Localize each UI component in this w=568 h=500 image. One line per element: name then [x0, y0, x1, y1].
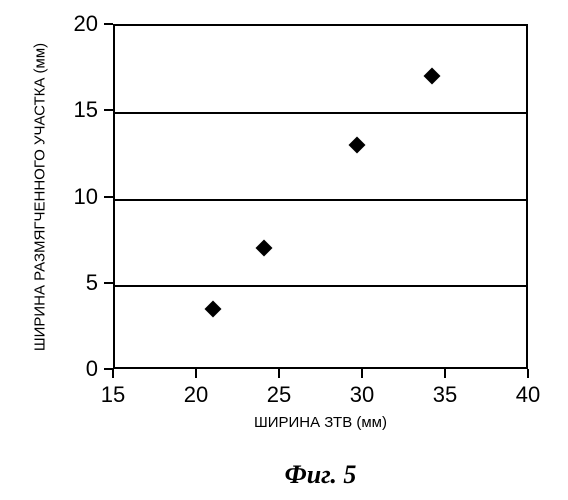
y-tick-label: 15	[74, 97, 98, 123]
y-tick	[104, 23, 113, 25]
y-tick	[104, 368, 113, 370]
y-tick-label: 10	[74, 184, 98, 210]
x-tick	[527, 369, 529, 378]
x-tick-label: 30	[350, 382, 374, 408]
y-tick	[104, 109, 113, 111]
x-tick-label: 40	[516, 382, 540, 408]
x-tick	[195, 369, 197, 378]
figure-caption: Фиг. 5	[285, 460, 357, 490]
x-tick	[278, 369, 280, 378]
x-tick	[444, 369, 446, 378]
y-tick-label: 20	[74, 11, 98, 37]
y-tick	[104, 282, 113, 284]
gridline-h	[115, 112, 526, 114]
x-tick-label: 35	[433, 382, 457, 408]
x-axis-label: ШИРИНА ЗТВ (мм)	[254, 414, 387, 431]
x-tick	[112, 369, 114, 378]
x-tick-label: 15	[101, 382, 125, 408]
x-tick	[361, 369, 363, 378]
gridline-h	[115, 285, 526, 287]
gridline-h	[115, 199, 526, 201]
y-axis-label: ШИРИНА РАЗМЯГЧЕННОГО УЧАСТКА (мм)	[32, 42, 49, 350]
y-tick	[104, 196, 113, 198]
x-tick-label: 25	[267, 382, 291, 408]
y-tick-label: 5	[86, 270, 98, 296]
x-tick-label: 20	[184, 382, 208, 408]
plot-area	[113, 24, 528, 369]
y-tick-label: 0	[86, 356, 98, 382]
figure-container: ШИРИНА ЗТВ (мм) ШИРИНА РАЗМЯГЧЕННОГО УЧА…	[0, 0, 568, 500]
